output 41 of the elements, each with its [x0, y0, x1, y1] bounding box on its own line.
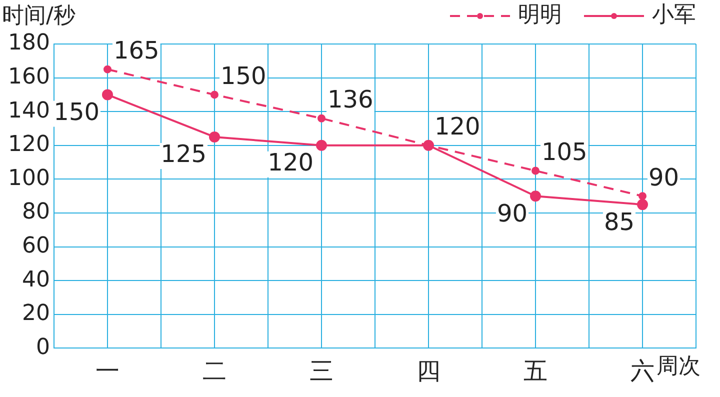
y-tick-label: 180 — [8, 30, 50, 56]
data-label: 90 — [648, 163, 680, 192]
y-tick-label: 20 — [22, 301, 50, 326]
point — [210, 90, 218, 99]
y-axis-title: 时间/秒 — [2, 4, 76, 29]
y-tick-label: 120 — [8, 132, 50, 158]
x-tick-label: 二 — [202, 356, 226, 385]
y-tick-label: 160 — [8, 64, 50, 90]
point — [316, 140, 327, 151]
data-label: 125 — [160, 140, 206, 168]
data-label: 120 — [268, 148, 314, 177]
data-label: 150 — [220, 62, 266, 90]
data-label: 105 — [542, 138, 588, 166]
data-label: 85 — [604, 208, 635, 236]
y-tick-label: 140 — [8, 98, 50, 124]
y-tick-label: 0 — [36, 334, 50, 360]
point — [638, 192, 646, 200]
point — [103, 65, 112, 74]
point — [532, 166, 540, 175]
data-label: 90 — [496, 199, 528, 228]
y-tick-label: 40 — [22, 267, 50, 292]
point — [530, 190, 541, 202]
point — [317, 114, 326, 122]
legend-label: 小军 — [652, 2, 696, 28]
y-tick-label: 100 — [8, 166, 50, 191]
point — [208, 131, 220, 142]
x-axis-title: 周次 — [656, 354, 700, 379]
point — [637, 199, 648, 210]
data-label: 165 — [113, 36, 160, 65]
y-tick-label: 80 — [22, 200, 50, 225]
data-label: 136 — [327, 86, 374, 114]
x-tick-label: 六 — [630, 356, 654, 385]
data-label: 120 — [434, 112, 480, 141]
x-tick-label: 四 — [416, 356, 440, 385]
x-tick-label: 五 — [524, 356, 548, 385]
y-tick-label: 60 — [22, 234, 50, 259]
legend-label: 明明 — [518, 2, 562, 28]
x-tick-label: 三 — [309, 356, 334, 385]
data-label: 150 — [54, 98, 100, 126]
point — [102, 89, 113, 100]
x-tick-label: 一 — [95, 356, 120, 385]
